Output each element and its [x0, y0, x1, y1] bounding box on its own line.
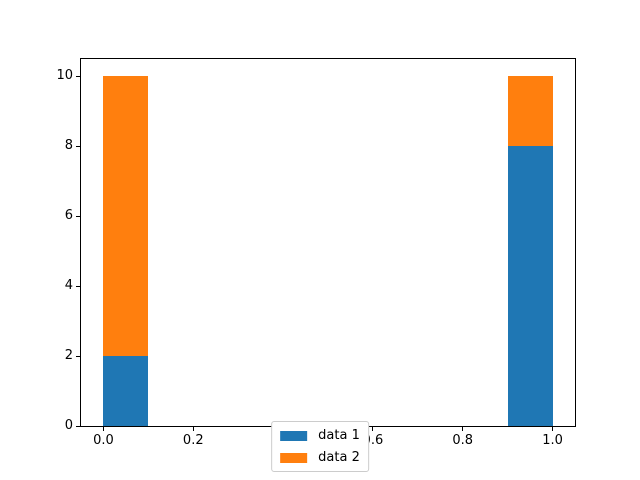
y-tick-mark — [76, 215, 80, 217]
y-tick-mark — [76, 75, 80, 77]
y-tick-mark — [76, 425, 80, 427]
bar-segment-data-1 — [507, 146, 553, 426]
y-tick-label: 0 — [64, 418, 73, 433]
legend-entry: data 2 — [280, 450, 360, 465]
x-tick-label: 1.0 — [542, 433, 563, 448]
y-tick-label: 10 — [56, 68, 73, 84]
bar-segment-data-1 — [103, 356, 149, 426]
x-tick-mark — [192, 427, 194, 431]
bar-segment-data-2 — [507, 76, 553, 147]
legend-swatch-data-2 — [280, 452, 308, 463]
legend-entry: data 1 — [280, 428, 360, 443]
x-tick-mark — [462, 427, 464, 431]
y-tick-mark — [76, 145, 80, 147]
y-tick-label: 4 — [64, 278, 73, 294]
x-tick-mark — [372, 427, 374, 431]
legend-swatch-data-1 — [280, 430, 308, 441]
x-tick-label: 0.2 — [182, 433, 204, 448]
legend-label: data 2 — [318, 450, 360, 465]
y-tick-mark — [76, 355, 80, 357]
x-tick-label: 0.0 — [93, 433, 114, 448]
x-tick-label: 0.8 — [452, 433, 474, 448]
x-tick-mark — [102, 427, 104, 431]
x-tick-mark — [552, 427, 554, 431]
legend: data 1 data 2 — [271, 421, 369, 472]
plot-area — [80, 58, 576, 427]
y-tick-label: 8 — [64, 138, 73, 154]
y-tick-label: 6 — [64, 208, 73, 224]
bar-segment-data-2 — [103, 76, 149, 357]
y-tick-mark — [76, 285, 80, 287]
legend-label: data 1 — [318, 428, 360, 443]
y-tick-label: 2 — [64, 348, 73, 364]
